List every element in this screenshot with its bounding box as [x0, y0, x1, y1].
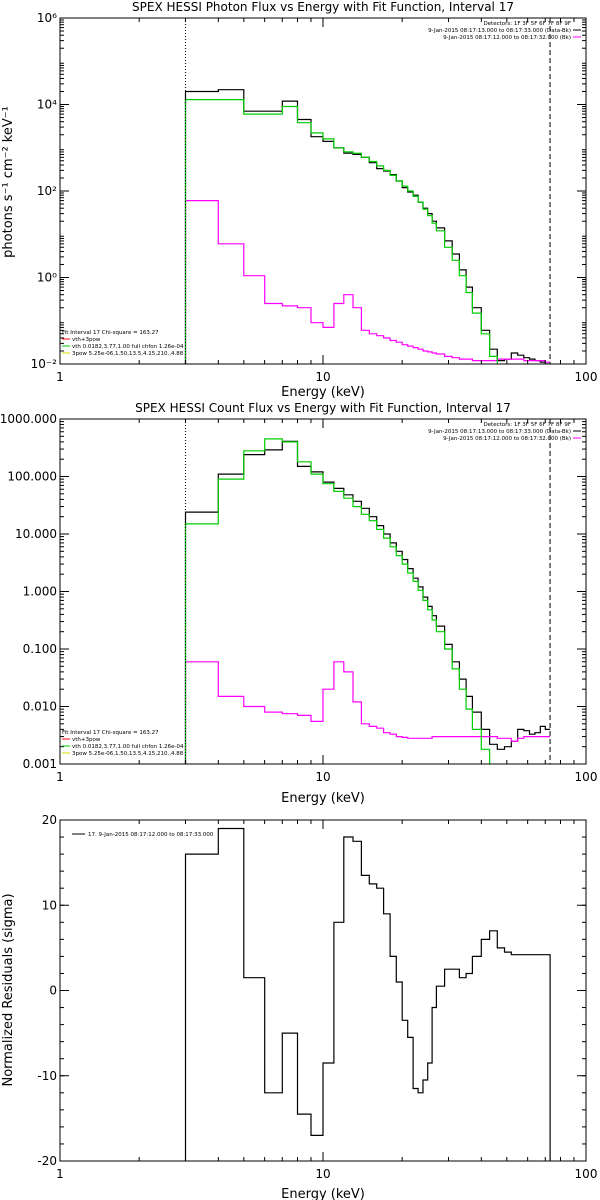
- count-series-total: [184, 438, 491, 764]
- count-y-tick-label: 1.000: [23, 585, 57, 599]
- residuals-y-tick-label: -20: [37, 1154, 57, 1168]
- photon-x-tick-label: 1: [56, 370, 64, 384]
- residuals-y-tick-label: 10: [42, 898, 57, 912]
- photon-series-data: [184, 89, 551, 364]
- residuals-x-tick-label: 100: [575, 1167, 598, 1181]
- residuals-legend-text: 17. 9-Jan-2015 08:17:12.000 to 08:17:33.…: [88, 832, 214, 838]
- photon-flux-panel: SPEX HESSI Photon Flux vs Energy with Fi…: [1, 0, 597, 400]
- count-y-tick-label: 1000.000: [0, 412, 57, 426]
- photon-y-tick-label: 10⁶: [37, 11, 57, 25]
- photon-fit-legend-text: vth 0.0182,3.77,1.00 full chfon 1.26e-04: [72, 344, 184, 350]
- count-x-tick-label: 10: [315, 770, 330, 784]
- photon-fit-legend-text: Fit Interval 17 Chi-square = 163.27: [62, 330, 159, 336]
- count-y-tick-label: 10.000: [15, 527, 57, 541]
- residuals-x-tick-label: 1: [56, 1167, 64, 1181]
- count-flux-panel: SPEX HESSI Count Flux vs Energy with Fit…: [0, 401, 597, 806]
- photon-x-tick-label: 100: [575, 370, 598, 384]
- count-x-tick-label: 1: [56, 770, 64, 784]
- count-series-background: [184, 661, 551, 764]
- count-y-tick-label: 0.010: [23, 700, 57, 714]
- photon-legend-header-text: 9-Jan-2015 08:17:13.000 to 08:17:33.000 …: [428, 28, 571, 34]
- photon-fit-legend-text: 3pow 5.25e-06,1.50,13.5,4.15,210.,4.88: [72, 351, 184, 357]
- residuals-x-axis-label: Energy (keV): [281, 1187, 365, 1200]
- residuals-series-data: [184, 827, 551, 1161]
- count-y-tick-label: 100.000: [7, 470, 57, 484]
- residuals-panel: 1 10 100 -20 -10 0 10 20 Energy (keV) Normalize…: [1, 813, 597, 1200]
- count-legend-header-text: Detectors: 1F 3F 5F 6F 7F 8F 9F: [483, 422, 571, 428]
- count-legend-header-text: 9-Jan-2015 08:17:13.000 to 08:17:33.000 …: [428, 429, 571, 435]
- photon-y-tick-label: 10⁰: [37, 271, 57, 285]
- photon-y-tick-label: 10²: [37, 184, 57, 198]
- photon-y-tick-label: 10⁻²: [31, 357, 58, 371]
- count-series-data: [184, 440, 551, 764]
- count-legend-header-text: 9-Jan-2015 08:17:12.000 to 08:17:32.000 …: [443, 436, 571, 442]
- count-x-axis-label: Energy (keV): [281, 791, 365, 806]
- photon-fit-legend-text: vth+3pow: [72, 337, 101, 343]
- count-chart-title: SPEX HESSI Count Flux vs Energy with Fit…: [135, 401, 511, 415]
- residuals-y-tick-label: -10: [37, 1069, 57, 1083]
- count-fit-legend-text: vth 0.0182,3.77,1.00 full chfon 1.26e-04: [72, 744, 184, 750]
- count-fit-legend-text: vth+3pow: [72, 737, 101, 743]
- residuals-y-tick-label: 20: [42, 813, 57, 827]
- residuals-y-axis-label: Normalized Residuals (sigma): [1, 893, 16, 1086]
- photon-chart-title: SPEX HESSI Photon Flux vs Energy with Fi…: [132, 0, 514, 14]
- photon-y-axis-label: photons s⁻¹ cm⁻² keV⁻¹: [1, 106, 16, 258]
- residuals-plot-frame: [59, 819, 587, 1162]
- photon-legend-header-text: 9-Jan-2015 08:17:12.000 to 08:17:32.000 …: [443, 35, 571, 41]
- photon-y-tick-label: 10⁴: [37, 98, 57, 112]
- count-y-tick-label: 0.001: [23, 757, 57, 771]
- count-fit-legend-text: 3pow 5.25e-06,1.50,13.5,4.15,210.,4.88: [72, 751, 184, 757]
- photon-x-tick-label: 10: [315, 370, 330, 384]
- photon-x-axis-label: Energy (keV): [281, 385, 365, 400]
- count-plot-frame: [59, 418, 587, 765]
- residuals-x-tick-label: 10: [315, 1167, 330, 1181]
- residuals-y-tick-label: 0: [49, 984, 57, 998]
- photon-series-background: [184, 200, 551, 364]
- count-fit-legend-text: Fit Interval 17 Chi-square = 163.27: [62, 730, 159, 736]
- photon-legend-header-text: Detectors: 1F 3F 5F 6F 7F 8F 9F: [483, 21, 571, 27]
- count-x-tick-label: 100: [575, 770, 598, 784]
- photon-plot-frame: [59, 17, 587, 365]
- photon-series-total: [184, 99, 498, 364]
- count-y-tick-label: 0.100: [23, 642, 57, 656]
